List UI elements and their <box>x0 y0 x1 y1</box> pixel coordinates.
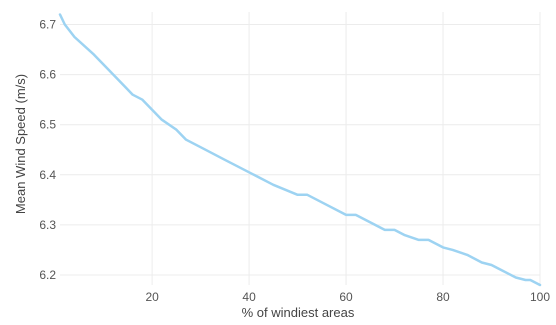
y-axis-title: Mean Wind Speed (m/s) <box>13 74 28 214</box>
grid-layer <box>60 12 541 285</box>
x-axis-title: % of windiest areas <box>242 305 355 320</box>
y-tick-label: 6.5 <box>39 118 56 132</box>
y-tick-label: 6.4 <box>39 168 56 182</box>
series-line-0 <box>58 13 542 287</box>
x-tick-label: 20 <box>145 290 159 304</box>
x-tick-label: 100 <box>530 290 550 304</box>
y-tick-label: 6.6 <box>39 68 56 82</box>
y-tick-label: 6.2 <box>39 268 56 282</box>
x-tick-label: 40 <box>242 290 256 304</box>
x-tick-label: 80 <box>436 290 450 304</box>
y-tick-label: 6.3 <box>39 218 56 232</box>
y-tick-label: 6.7 <box>39 18 56 32</box>
x-tick-label: 60 <box>339 290 353 304</box>
series-layer <box>58 13 542 287</box>
y-axis-ticks: 6.2 6.3 6.4 6.5 6.6 6.7 <box>39 18 56 282</box>
x-axis-ticks: 20 40 60 80 100 <box>145 290 550 304</box>
